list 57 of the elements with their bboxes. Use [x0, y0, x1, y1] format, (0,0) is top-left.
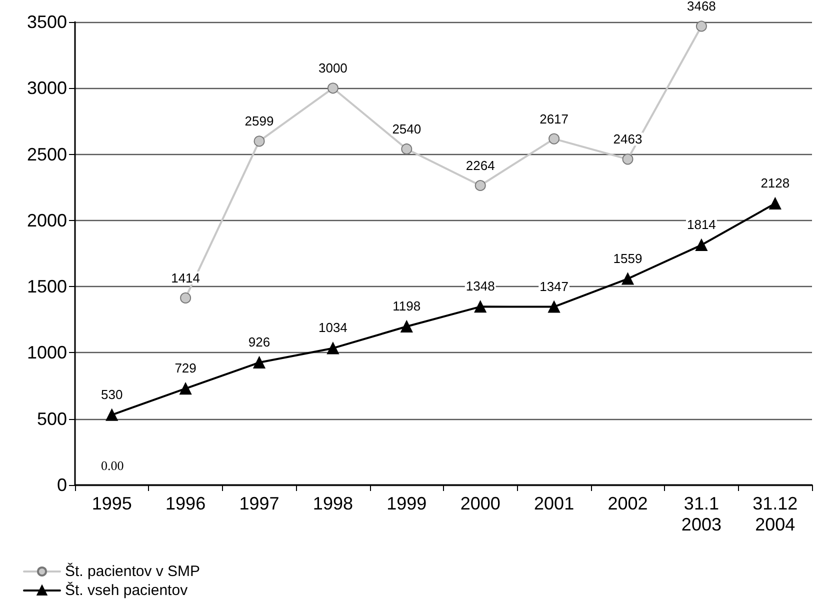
- point: [106, 408, 118, 421]
- data-label: 1348: [466, 278, 495, 294]
- data-label: 2599: [244, 114, 274, 129]
- point: [548, 133, 560, 144]
- point: [180, 292, 192, 304]
- point: [474, 300, 486, 313]
- point: [326, 342, 339, 354]
- x-tick-label: 2002: [608, 494, 648, 514]
- data-label: 2463: [613, 132, 642, 147]
- y-tick-label: 500: [36, 408, 67, 429]
- x-tick-label: 1996: [166, 494, 206, 514]
- y-tick-label: 1000: [26, 342, 67, 363]
- data-label: 530: [101, 386, 123, 402]
- y-tick-label: 2000: [26, 210, 67, 230]
- data-label: 1559: [613, 250, 642, 266]
- point: [400, 320, 413, 333]
- point: [695, 239, 708, 252]
- data-label: 2617: [540, 111, 569, 126]
- data-label: 1814: [686, 217, 716, 232]
- x-tick-label: 2001: [534, 494, 574, 514]
- data-label: 729: [174, 360, 196, 376]
- point: [548, 300, 560, 313]
- x-tick-label: 2000: [460, 494, 500, 514]
- point: [696, 20, 707, 32]
- x-tick-label: 1995: [92, 494, 132, 514]
- data-label: 2264: [466, 158, 495, 174]
- legend-label: Št. pacientov v SMP: [65, 562, 200, 580]
- legend-label: Št. vseh pacientov: [65, 581, 188, 599]
- y-tick-label: 0: [56, 475, 67, 495]
- y-tick-label: 3500: [26, 12, 67, 32]
- data-label: 2128: [760, 175, 790, 190]
- point: [254, 136, 265, 147]
- point: [180, 382, 192, 395]
- x-tick-label: 1997: [239, 494, 280, 514]
- data-label: 3468: [686, 0, 716, 14]
- data-label: 3000: [318, 60, 348, 76]
- y-tick-label: 1500: [26, 276, 67, 297]
- x-tick-label: 1999: [386, 494, 427, 514]
- y-tick-label: 3000: [26, 78, 67, 98]
- x-tick-label: 1998: [312, 494, 353, 514]
- y-tick-label: 2500: [26, 144, 67, 164]
- data-label: 2540: [392, 121, 422, 136]
- point: [474, 180, 486, 191]
- data-label: 1347: [540, 278, 569, 294]
- point: [253, 356, 266, 369]
- point: [327, 82, 338, 94]
- point: [769, 197, 782, 210]
- point: [622, 272, 634, 285]
- annotation: 0.00: [101, 458, 124, 473]
- point: [622, 154, 634, 165]
- data-label: 1034: [318, 320, 348, 336]
- data-label: 1414: [171, 270, 200, 286]
- x-tick-label: 31.12 2004: [752, 494, 798, 534]
- x-tick-label: 31.1 2003: [681, 494, 722, 534]
- point: [401, 143, 412, 154]
- data-label: 926: [248, 334, 270, 350]
- data-label: 1198: [392, 298, 421, 314]
